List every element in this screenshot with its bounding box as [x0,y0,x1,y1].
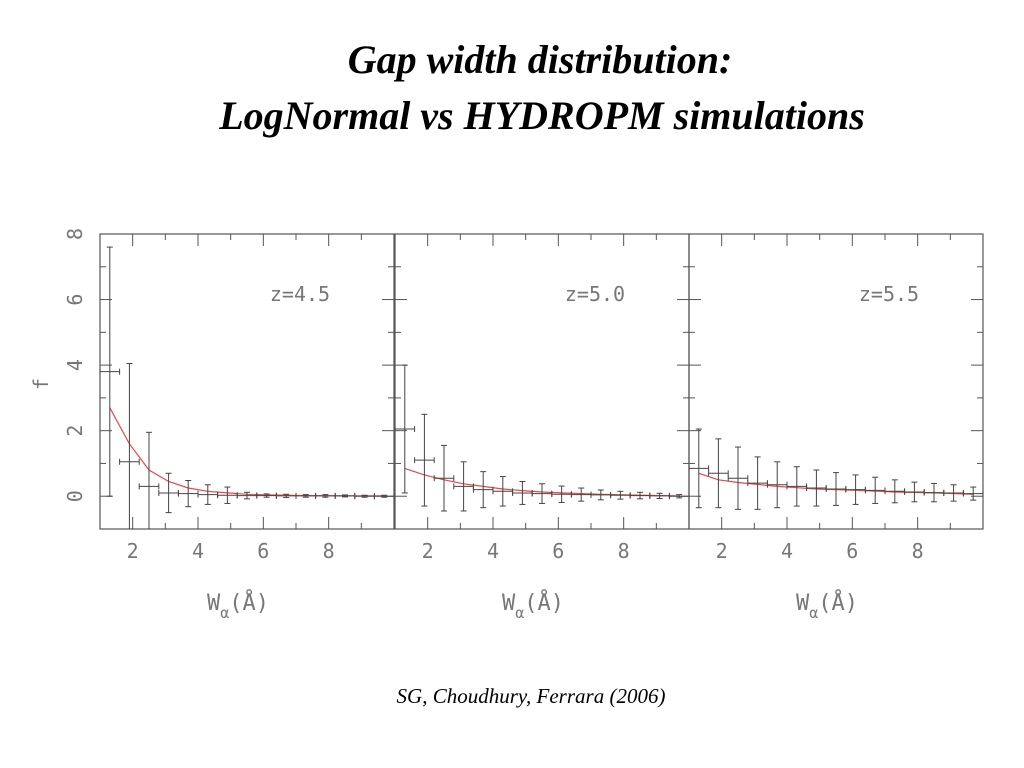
data-point [472,471,494,509]
data-point [806,469,827,507]
data-point [414,413,435,507]
x-axis-label: Wα(Å) [207,589,269,622]
x-tick-label: 2 [127,539,139,563]
panel-frame [688,233,984,530]
chart-panel-2: 2 4 6 8 Wα(Å) z=5.0 [394,233,690,622]
chart-panel-3: 2 4 6 8 Wα(Å) z=5.5 [688,233,984,622]
data-point [766,461,788,509]
data-point [373,493,394,500]
panel-redshift-label: z=5.0 [565,282,625,306]
data-point [727,446,749,510]
x-tick-label: 4 [192,539,204,563]
data-point [904,481,925,503]
data-point [825,472,847,506]
data-point [786,466,808,507]
x-tick-label: 2 [716,539,728,563]
x-tick-label: 8 [618,539,630,563]
data-point [492,476,514,507]
data-point [590,489,612,501]
data-point [334,492,356,499]
x-tick-label: 6 [257,539,269,563]
x-tick-label: 2 [422,539,434,563]
data-point [433,444,455,512]
panel-redshift-label: z=4.5 [270,282,330,306]
panel-data [395,364,689,512]
slide-title-line-1: Gap width distribution: [347,37,733,82]
data-point [551,485,572,503]
x-axis-label: Wα(Å) [502,589,564,622]
data-point [668,493,689,500]
data-point [943,484,964,502]
x-tick-label: 8 [323,539,335,563]
data-point [119,362,140,529]
x-axis-label: Wα(Å) [796,589,858,622]
y-tick-label: 2 [63,425,87,437]
data-point [570,487,592,502]
data-point [629,491,651,500]
data-point [100,246,121,497]
data-point [512,480,533,505]
data-point [395,364,416,494]
panel-data [100,246,394,529]
data-point [649,492,670,500]
data-point [217,486,238,504]
x-tick-label: 8 [912,539,924,563]
x-tick-label: 6 [552,539,564,563]
data-point [884,479,906,504]
chart-panel-1: 2 4 6 8 Wα(Å) z=4.5 [99,233,395,622]
data-point [295,492,317,499]
data-point [845,474,866,505]
data-point [747,456,768,510]
data-point [177,479,199,508]
x-tick-label: 4 [781,539,793,563]
panel-data [689,428,983,510]
x-tick-label: 6 [846,539,858,563]
data-point [354,493,375,500]
panel-redshift-label: z=5.5 [859,282,919,306]
data-point [962,486,983,501]
data-point [158,472,179,514]
data-point [708,438,729,509]
data-point [453,461,474,512]
data-point [315,492,336,499]
data-point [531,483,553,504]
panel-frame [99,233,395,530]
y-tick-label: 0 [63,490,87,502]
citation: SG, Choudhury, Ferrara (2006) [396,684,666,708]
data-point [138,431,160,529]
y-axis-label: f [29,378,53,390]
slide-title-line-2: LogNormal vs HYDROPM simulations [219,93,865,138]
data-point [923,482,945,503]
data-point [864,476,886,504]
data-point [610,490,631,500]
x-tick-label: 4 [487,539,499,563]
y-tick-label: 6 [63,294,87,306]
y-tick-label: 8 [63,228,87,240]
model-line [109,407,385,497]
data-point [275,492,297,499]
data-point [256,492,277,499]
y-tick-label: 4 [63,359,87,371]
data-point [197,484,219,505]
